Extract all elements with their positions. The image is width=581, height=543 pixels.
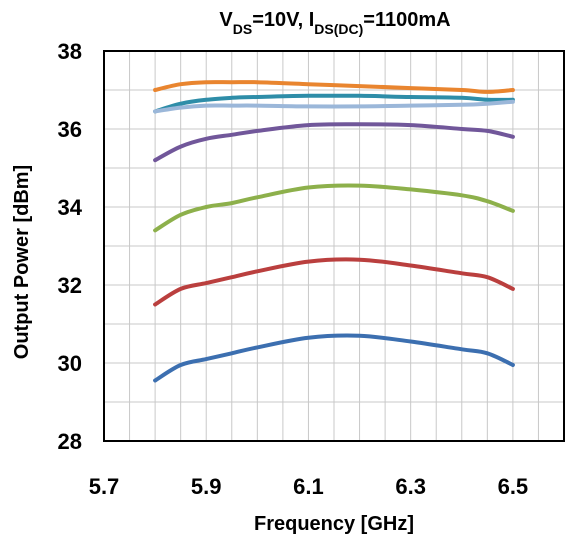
x-tick-labels: 5.7 5.9 6.1 6.3 6.5 — [89, 474, 528, 499]
x-tick-label: 5.9 — [191, 474, 222, 499]
y-tick-label: 34 — [58, 195, 83, 220]
y-tick-label: 28 — [58, 429, 82, 454]
series-layer — [153, 80, 515, 383]
y-tick-label: 36 — [58, 117, 82, 142]
x-tick-label: 6.3 — [395, 474, 426, 499]
y-tick-label: 32 — [58, 273, 82, 298]
plot-frame — [103, 50, 565, 442]
x-tick-label: 5.7 — [89, 474, 120, 499]
series-line-7 — [153, 333, 515, 383]
chart-title: VDS=10V, IDS(DC)=1100mA — [219, 9, 450, 37]
x-tick-label: 6.1 — [293, 474, 324, 499]
x-axis-label: Frequency [GHz] — [254, 513, 414, 535]
y-tick-label: 38 — [58, 39, 82, 64]
x-tick-label: 6.5 — [498, 474, 529, 499]
y-tick-labels: 28 30 32 34 36 38 — [58, 39, 83, 454]
series-line-6 — [153, 257, 515, 307]
series-line-1 — [153, 80, 515, 94]
series-line-3 — [153, 99, 515, 114]
series-line-4 — [153, 122, 515, 163]
series-line-2 — [153, 93, 515, 114]
y-tick-label: 30 — [58, 351, 82, 376]
series-line-5 — [153, 183, 515, 233]
y-axis-label: Output Power [dBm] — [11, 165, 33, 359]
